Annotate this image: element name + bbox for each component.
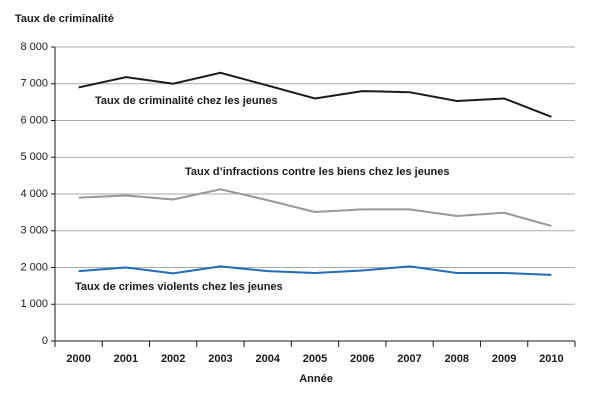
x-axis-title: Année (299, 373, 333, 385)
y-tick-label: 4 000 (20, 188, 48, 200)
series-line (78, 188, 552, 227)
series-line (78, 265, 552, 276)
series-line (78, 71, 552, 118)
x-tick-label: 2009 (492, 353, 516, 365)
y-tick-label: 7 000 (20, 78, 48, 90)
y-tick-label: 3 000 (20, 225, 48, 237)
y-tick-label: 1 000 (20, 298, 48, 310)
series-label: Taux de criminalité chez les jeunes (95, 95, 278, 107)
y-tick-label: 6 000 (20, 114, 48, 126)
x-tick-label: 2000 (66, 353, 90, 365)
x-tick-label: 2001 (114, 353, 138, 365)
y-tick-label: 0 (42, 335, 48, 347)
y-tick-label: 8 000 (20, 41, 48, 53)
y-axis-title: Taux de criminalité (15, 13, 114, 25)
y-tick-label: 2 000 (20, 261, 48, 273)
series-label: Taux de crimes violents chez les jeunes (75, 281, 283, 293)
x-tick-label: 2004 (255, 353, 280, 365)
x-tick-label: 2006 (350, 353, 374, 365)
series-label: Taux d’infractions contre les biens chez… (185, 166, 450, 178)
x-tick-label: 2003 (208, 353, 232, 365)
x-tick-label: 2005 (303, 353, 327, 365)
y-tick-label: 5 000 (20, 151, 48, 163)
x-tick-label: 2002 (161, 353, 185, 365)
x-tick-label: 2007 (397, 353, 421, 365)
x-tick-label: 2008 (445, 353, 469, 365)
x-tick-label: 2010 (539, 353, 563, 365)
